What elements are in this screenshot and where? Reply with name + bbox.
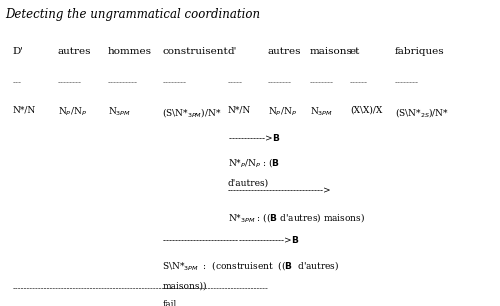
Text: --------: -------- [395,78,419,87]
Text: N$_{3PM}$: N$_{3PM}$ [310,106,333,118]
Text: N*/N: N*/N [228,106,251,114]
Text: maisons: maisons [310,47,353,56]
Text: d': d' [228,47,237,56]
Text: ---------------------------------------->$\mathbf{B}$: ----------------------------------------… [162,234,300,245]
Text: --------: -------- [162,78,186,87]
Text: N$_P$/N$_P$: N$_P$/N$_P$ [58,106,86,118]
Text: --------: -------- [310,78,334,87]
Text: S\N*$_{3PM}$  :  (construisent  (($\mathbf{B}$  d'autres): S\N*$_{3PM}$ : (construisent (($\mathbf{… [162,259,340,271]
Text: --------: -------- [58,78,82,87]
Text: N$_{3PM}$: N$_{3PM}$ [108,106,130,118]
Text: --------------------------------------------------------------------------------: ----------------------------------------… [12,285,268,293]
Text: fail: fail [162,300,177,306]
Text: autres: autres [268,47,301,56]
Text: d'autres): d'autres) [228,179,268,188]
Text: ---: --- [12,78,22,87]
Text: ------------>$\mathbf{B}$: ------------>$\mathbf{B}$ [228,132,280,143]
Text: N*/N: N*/N [12,106,36,114]
Text: (X\X)/X: (X\X)/X [350,106,382,114]
Text: ------: ------ [350,78,368,87]
Text: --------: -------- [268,78,291,87]
Text: -------------------------------->: --------------------------------> [228,187,331,196]
Text: maisons)): maisons)) [162,282,207,290]
Text: hommes: hommes [108,47,152,56]
Text: D': D' [12,47,24,56]
Text: N*$_{3PM}$ : (($\mathbf{B}$ d'autres) maisons): N*$_{3PM}$ : (($\mathbf{B}$ d'autres) ma… [228,211,364,224]
Text: -----: ----- [228,78,242,87]
Text: (S\N*$_{2S}$)/N*: (S\N*$_{2S}$)/N* [395,106,449,118]
Text: N*$_P$/N$_P$ : ($\mathbf{B}$: N*$_P$/N$_P$ : ($\mathbf{B}$ [228,156,280,169]
Text: fabriques: fabriques [395,47,444,56]
Text: autres: autres [58,47,91,56]
Text: et: et [350,47,360,56]
Text: construisent: construisent [162,47,228,56]
Text: (S\N*$_{3PM}$)/N*: (S\N*$_{3PM}$)/N* [162,106,222,118]
Text: Detecting the ungrammatical coordination: Detecting the ungrammatical coordination [5,8,260,21]
Text: ----------: ---------- [108,78,138,87]
Text: N$_P$/N$_P$: N$_P$/N$_P$ [268,106,296,118]
